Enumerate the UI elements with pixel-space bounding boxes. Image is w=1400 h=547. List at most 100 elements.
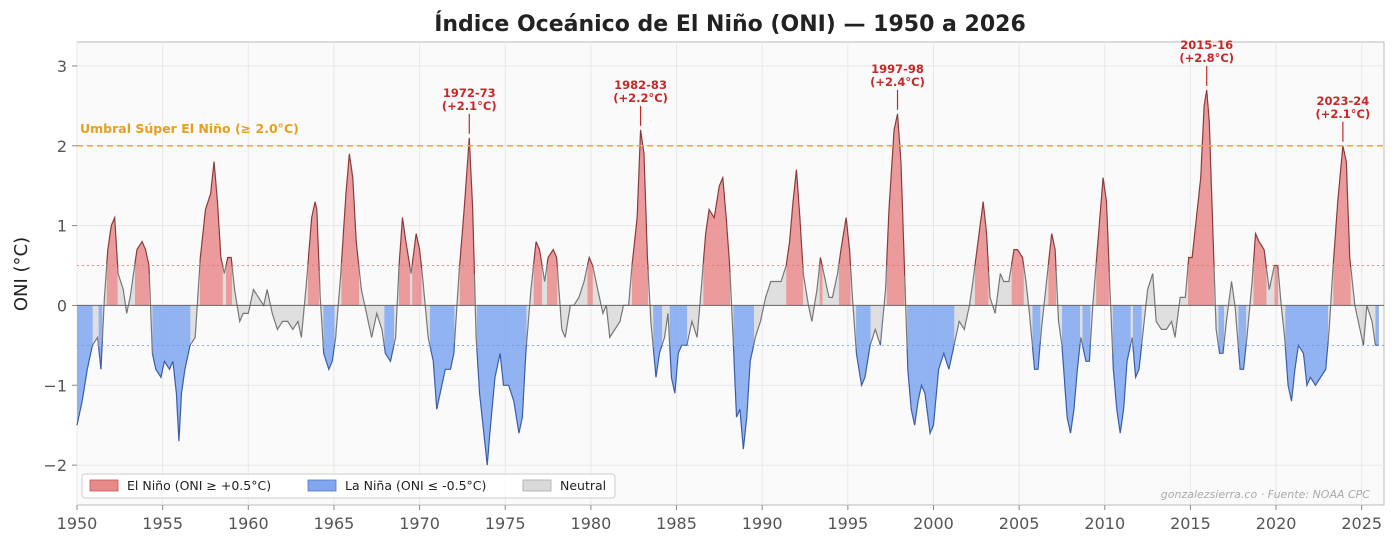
annotation-period: 1997-98 [871, 62, 924, 76]
neutral-line [1363, 305, 1376, 346]
x-axis-ticks: 1950 1955 1960 1965 1970 1975 1980 1985 1990 1995… [57, 505, 1382, 533]
la-nina-fill [77, 305, 93, 426]
neutral-line [318, 271, 324, 348]
neutral-fill [557, 265, 588, 338]
annotation-value: (+2.1°C) [442, 99, 497, 113]
la-nina-line [732, 343, 755, 450]
la-nina-fill [429, 305, 455, 410]
neutral-line [101, 263, 108, 341]
neutral-line [1213, 267, 1220, 347]
neutral-line [1108, 271, 1114, 354]
neutral-fill [822, 263, 839, 306]
la-nina-line [1112, 343, 1132, 434]
el-nino-line [134, 240, 150, 275]
la-nina-line [669, 343, 688, 394]
neutral-line [189, 262, 201, 346]
reference-lines [77, 145, 1384, 346]
la-nina-fill [653, 305, 663, 378]
neutral-line [647, 270, 654, 348]
el-nino-line [459, 137, 475, 274]
annotation-period: 1982-83 [614, 78, 667, 92]
neutral-fill [190, 262, 200, 345]
el-nino-line [1252, 231, 1268, 269]
el-nino-fill [1274, 265, 1279, 306]
la-nina-line [1061, 343, 1081, 434]
neutral-fill [592, 265, 632, 338]
el-nino-line [838, 217, 852, 267]
annotation-value: (+2.4°C) [870, 75, 925, 89]
x-tick-label: 2020 [1256, 514, 1297, 533]
el-nino-fill [1188, 89, 1215, 306]
neutral-fill [222, 265, 226, 306]
el-nino-fill [547, 249, 558, 306]
el-nino-fill [587, 257, 593, 306]
neutral-line [1089, 262, 1097, 345]
la-nina-line [151, 344, 191, 442]
watermark: gonzalezsierra.co · Fuente: NOAA CPC [1161, 488, 1371, 501]
el-nino-fill [307, 201, 320, 306]
neutral-fill [117, 263, 135, 314]
legend-swatch-neutral [522, 479, 552, 492]
neutral-fill [954, 265, 975, 344]
la-nina-fill [1238, 305, 1247, 370]
area-fills [76, 89, 1379, 466]
neutral-line [850, 266, 857, 349]
la-nina-line [1237, 343, 1247, 370]
el-nino-line [1047, 233, 1057, 272]
la-nina-fill [1218, 305, 1224, 354]
el-nino-line [702, 175, 731, 273]
la-nina-fill [1285, 305, 1329, 402]
x-tick-label: 1985 [656, 514, 697, 533]
neutral-line [880, 265, 888, 342]
la-nina-fill [669, 305, 688, 394]
legend: El Niño (ONI ≥ +0.5°C) La Niña (ONI ≤ -0… [81, 473, 616, 499]
x-tick-label: 1950 [57, 514, 98, 533]
la-nina-fill [323, 305, 335, 370]
neutral-fill [1350, 267, 1364, 346]
el-nino-line [340, 153, 360, 268]
la-nina-line [1081, 344, 1091, 362]
el-nino-line [631, 129, 649, 271]
la-nina-fill [1032, 305, 1041, 370]
el-nino-line [785, 169, 804, 268]
el-nino-fill [819, 257, 823, 306]
neutral-line [661, 313, 671, 346]
neutral-line [409, 265, 413, 274]
el-nino-line [106, 215, 119, 268]
el-nino-line [307, 201, 320, 272]
el-nino-fill [838, 217, 851, 306]
el-nino-line [533, 241, 543, 267]
neutral-fill [754, 265, 787, 344]
la-nina-fill [1112, 305, 1131, 434]
legend-label-neutral: Neutral [560, 478, 606, 493]
el-nino-line [886, 113, 906, 276]
el-nino-fill [1011, 249, 1024, 306]
neutral-fill [1214, 267, 1219, 347]
neutral-line [753, 265, 787, 344]
neutral-line [92, 335, 100, 347]
el-nino-fill [886, 113, 905, 306]
la-nina-fill [907, 305, 955, 434]
neutral-line [1277, 269, 1286, 347]
y-tick-label: 0 [57, 296, 67, 315]
la-nina-fill [733, 305, 754, 450]
annotations: 1972-73(+2.1°C)1982-83(+2.2°C)1997-98(+2… [442, 38, 1370, 142]
el-nino-fill [533, 241, 543, 306]
la-nina-line [1284, 341, 1329, 402]
x-tick-label: 1995 [827, 514, 868, 533]
neutral-line [148, 274, 153, 354]
el-nino-line [819, 257, 824, 268]
x-tick-label: 1970 [399, 514, 440, 533]
el-nino-fill [341, 153, 359, 306]
el-nino-line [1332, 145, 1352, 268]
neutral-line [393, 265, 400, 344]
el-nino-fill [200, 161, 223, 306]
el-nino-fill [703, 177, 730, 306]
neutral-fill [988, 264, 1012, 314]
neutral-line [686, 263, 704, 344]
neutral-line [904, 275, 908, 349]
el-nino-fill [1253, 233, 1267, 306]
y-tick-label: 2 [57, 137, 67, 156]
neutral-line [1023, 267, 1034, 347]
neutral-fill [359, 267, 385, 347]
